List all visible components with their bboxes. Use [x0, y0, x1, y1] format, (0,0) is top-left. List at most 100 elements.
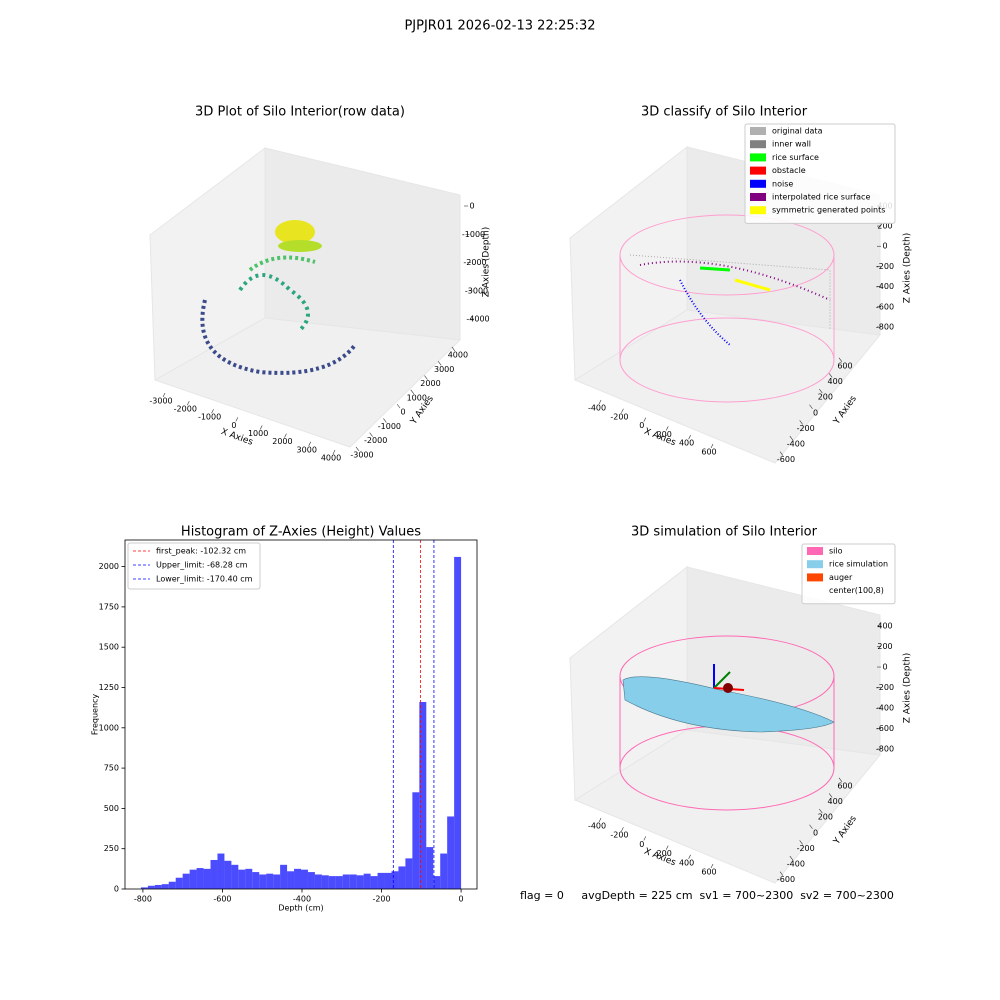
- bar: [196, 868, 204, 889]
- y-tick-mark: [789, 855, 794, 861]
- legend-label: original data: [772, 127, 823, 136]
- z-tick-label: -200: [876, 262, 894, 271]
- bar: [245, 868, 253, 889]
- z-tick-label: -2000: [463, 258, 486, 267]
- legend-swatch: [750, 193, 766, 201]
- axes-frame: [124, 539, 478, 890]
- x-tick-mark: [211, 409, 214, 414]
- y-tick-mark: [383, 418, 387, 423]
- y-tick-label: 0: [813, 408, 818, 417]
- x-tick-label: 0: [639, 421, 644, 430]
- bar: [433, 876, 441, 889]
- legend-swatch: [807, 586, 823, 595]
- y-tick-mark: [828, 793, 833, 798]
- panel-title: 3D simulation of Silo Interior: [631, 525, 818, 540]
- bar: [301, 869, 308, 889]
- y-tick-label: 1000: [407, 393, 427, 402]
- x-tick-label: -1000: [198, 413, 221, 422]
- legend-swatch: [750, 179, 766, 188]
- x-tick-label: -400: [588, 822, 606, 831]
- bar: [238, 869, 246, 889]
- y-tick-label: 600: [837, 781, 852, 790]
- bar: [252, 872, 260, 889]
- bar: [280, 864, 288, 889]
- y-tick-mark: [369, 432, 373, 437]
- legend-label: Lower_limit: -170.40 cm: [156, 575, 253, 584]
- y-tick-label: 3000: [434, 365, 454, 374]
- y-tick-label: 2000: [420, 379, 440, 388]
- bar: [210, 859, 218, 889]
- y-tick-mark: [410, 389, 415, 395]
- bar: [154, 884, 162, 889]
- x-tick-label: -600: [213, 895, 231, 904]
- x-tick-label: 0: [231, 421, 236, 430]
- y-tick-mark: [809, 824, 813, 829]
- bar: [273, 874, 281, 889]
- x-tick-label: -800: [134, 895, 152, 904]
- bar: [447, 816, 455, 889]
- bar: [287, 871, 295, 889]
- x-tick-mark: [598, 817, 602, 823]
- x-tick-mark: [235, 417, 239, 422]
- x-axis-label: Depth (cm): [278, 904, 323, 913]
- y-tick-label: 0: [114, 885, 119, 894]
- x-tick-label: 400: [679, 858, 694, 867]
- y-tick-mark: [828, 373, 833, 378]
- x-tick-label: -2000: [174, 405, 197, 414]
- bar: [412, 792, 420, 889]
- z-tick-label: 0: [469, 202, 474, 211]
- legend-box: [801, 543, 896, 605]
- legend-box: [127, 542, 261, 590]
- y-tick-mark: [779, 871, 784, 876]
- bar: [384, 872, 392, 889]
- x-tick-label: 0: [639, 840, 644, 849]
- panel-title: 3D classify of Silo Interior: [641, 105, 808, 120]
- z-tick-label: 0: [882, 242, 887, 251]
- bar: [398, 866, 406, 889]
- x-tick-mark: [710, 863, 714, 869]
- bar: [168, 881, 176, 889]
- x-tick-mark: [665, 845, 669, 850]
- y-tick-label: 1500: [99, 643, 119, 652]
- y-tick-label: -200: [797, 424, 815, 433]
- y-tick-label: 4000: [448, 350, 468, 359]
- y-tick-label: -600: [777, 455, 795, 464]
- y-tick-mark: [424, 375, 428, 380]
- z-tick-label: 0: [882, 663, 887, 672]
- y-tick-label: -200: [797, 844, 815, 853]
- y-tick-mark: [789, 435, 794, 441]
- x-tick-label: 3000: [297, 445, 317, 454]
- x-tick-label: 600: [701, 868, 716, 877]
- z-tick-label: 400: [877, 622, 892, 631]
- legend-label: auger: [829, 573, 853, 582]
- x-tick-label: 1000: [248, 429, 268, 438]
- x-tick-mark: [688, 854, 691, 859]
- legend-swatch: [750, 140, 766, 149]
- bar: [419, 702, 427, 889]
- bar: [161, 884, 169, 889]
- z-tick-label: -4000: [466, 315, 489, 324]
- bar: [140, 887, 148, 889]
- y-tick-label: 200: [818, 393, 833, 402]
- y-tick-label: 750: [104, 764, 119, 773]
- y-tick-mark: [838, 357, 843, 363]
- bar: [203, 868, 211, 889]
- z-tick-label: 200: [877, 642, 892, 651]
- x-tick-mark: [332, 449, 336, 455]
- legend-swatch: [807, 573, 823, 582]
- legend-label: noise: [772, 179, 793, 188]
- legend-label: Upper_limit: -68.28 cm: [156, 561, 248, 570]
- x-tick-label: 0: [459, 895, 464, 904]
- bar: [377, 872, 385, 889]
- y-tick-mark: [396, 403, 401, 409]
- bar: [147, 885, 155, 889]
- legend-swatch: [807, 560, 823, 569]
- bar: [321, 875, 329, 889]
- x-tick-label: -200: [610, 412, 628, 421]
- bar: [426, 847, 434, 889]
- legend-label: inner wall: [772, 140, 811, 149]
- z-tick-label: -600: [876, 724, 894, 733]
- x-tick-mark: [621, 827, 624, 832]
- y-tick-label: 1000: [99, 723, 119, 732]
